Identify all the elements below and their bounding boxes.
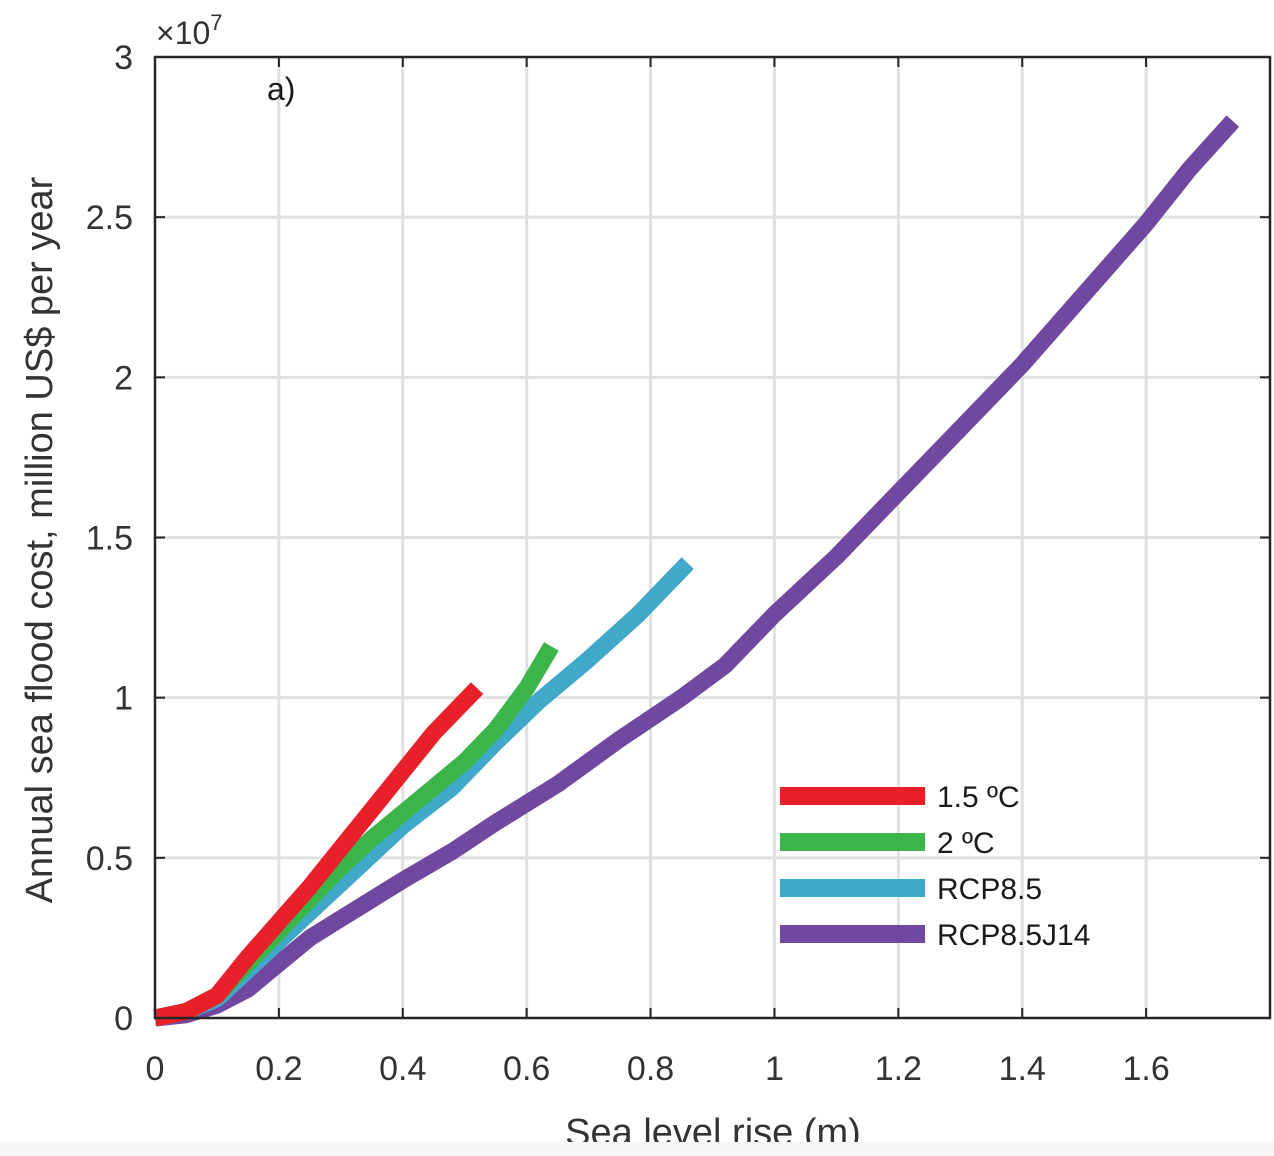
legend: 1.5 ºC 2 ºC RCP8.5 RCP8.5J14 — [780, 781, 1090, 952]
x-tick-label: 0.8 — [627, 1050, 674, 1088]
y-axis-label: Annual sea flood cost, million US$ per y… — [19, 176, 61, 903]
x-tick-label: 0.6 — [503, 1050, 550, 1088]
legend-label: 2 ºC — [937, 827, 995, 860]
x-tick-label: 0.4 — [379, 1050, 426, 1088]
y-tick-label: 2 — [114, 359, 133, 397]
x-tick-label: 1 — [765, 1050, 784, 1088]
plot-lines — [153, 115, 1240, 1027]
y-tick-label: 1 — [114, 680, 133, 718]
series-line-0 — [153, 682, 484, 1027]
panel-label: a) — [267, 71, 295, 107]
grid-lines — [155, 57, 1270, 1018]
x-tick-label: 1.4 — [999, 1050, 1046, 1088]
legend-label: RCP8.5J14 — [937, 919, 1090, 952]
y-tick-label: 3 — [114, 39, 133, 77]
legend-label: RCP8.5 — [937, 873, 1042, 906]
x-tick-label: 0.2 — [255, 1050, 302, 1088]
x-tick-label: 0 — [146, 1050, 165, 1088]
tick-labels: 0 0.2 0.4 0.6 0.8 1 1.2 1.4 1.6 0 0.5 1 1.5 2 2.5 3 — [86, 39, 1170, 1088]
y-tick-label: 0.5 — [86, 840, 133, 878]
y-multiplier-label: ×107 — [156, 10, 223, 51]
y-tick-label: 1.5 — [86, 520, 133, 558]
x-tick-label: 1.2 — [875, 1050, 922, 1088]
legend-label: 1.5 ºC — [937, 781, 1020, 814]
y-multiplier-exponent: 7 — [210, 10, 222, 35]
y-tick-label: 0 — [114, 1000, 133, 1038]
series-line-3 — [154, 115, 1240, 1027]
y-tick-label: 2.5 — [86, 199, 133, 237]
bottom-strip — [0, 1142, 1274, 1156]
x-tick-label: 1.6 — [1122, 1050, 1169, 1088]
axis-ticks — [154, 56, 1270, 1019]
